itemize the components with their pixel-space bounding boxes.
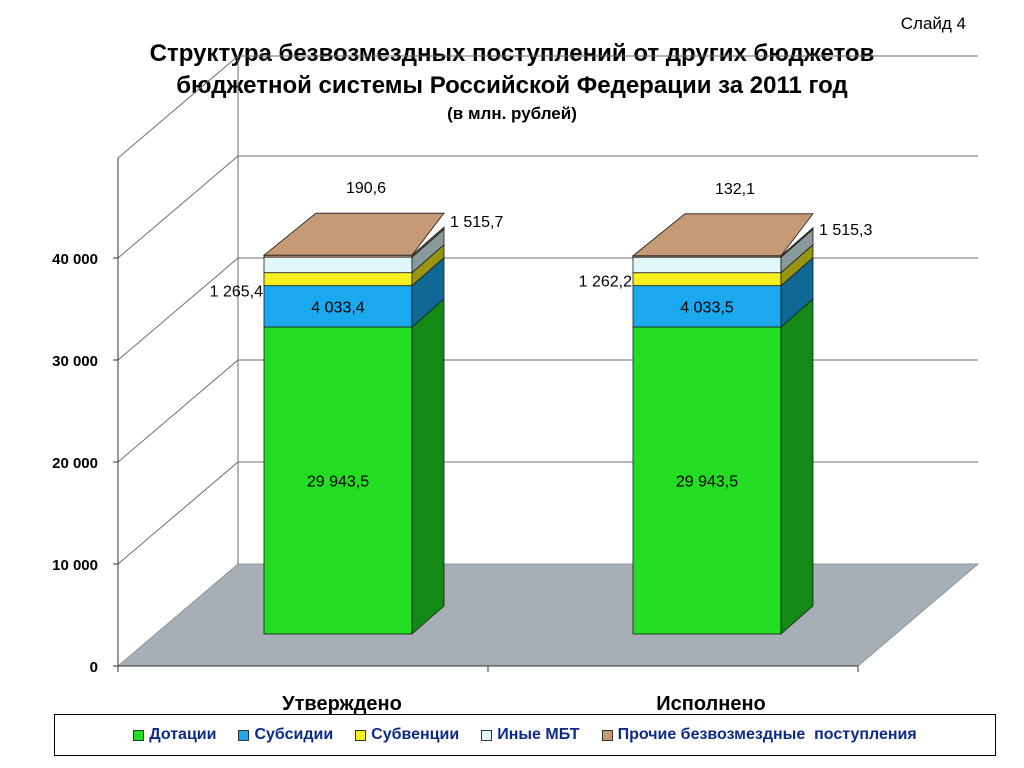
bar-segment-side [411,226,445,259]
legend-swatch [355,729,367,741]
data-label: 190,6 [346,180,386,197]
bar-segment-top [631,213,814,257]
legend-label: Прочие безвозмездные поступления [617,726,917,743]
chart-title: Структура безвозмездных поступлений от д… [0,38,1024,102]
bar-segment-top [262,212,445,256]
gridline-side [117,359,239,463]
y-tick-label: 10 000 [52,557,98,574]
data-label: 1 262,2 [579,274,632,291]
data-label: 4 033,5 [680,299,733,316]
legend-item: Иные МБТ [481,726,580,744]
chart-legend: Дотации Субсидии Субвенции Иные МБТ Прочие б… [54,714,996,756]
y-tick-label: 0 [90,659,98,676]
chart-floor [116,563,980,667]
legend-swatch [601,729,613,741]
x-category-label: Утверждено [282,693,402,715]
chart-title-line-1: Структура безвозмездных поступлений от д… [149,40,875,67]
data-label: 1 265,4 [210,284,263,301]
bar-segment-front [263,256,413,274]
gridline-side [117,155,239,259]
data-label: 1 515,3 [819,222,872,239]
bar-segment-front [263,326,413,635]
legend-label: Субсидии [254,726,334,743]
legend-swatch [481,729,493,741]
y-tick-label: 20 000 [52,455,98,472]
legend-item: Дотации [133,726,216,744]
legend-swatch [238,729,250,741]
bar-segment-front [632,285,782,328]
slide-number: Слайд 4 [900,14,966,33]
bar-segment-front [632,326,782,635]
data-label: 1 515,7 [450,214,503,231]
data-label: 29 943,5 [307,474,369,491]
gridline-side [117,461,239,565]
y-tick-label: 40 000 [52,251,98,268]
data-label: 132,1 [715,181,755,198]
legend-item: Субсидии [238,726,333,744]
legend-item: Прочие безвозмездные поступления [601,726,917,744]
legend-label: Дотации [149,726,217,743]
bar-segment-side [780,298,814,635]
gridline-side [117,55,239,159]
chart-title-line-2: бюджетной системы Российской Федерации з… [176,72,848,99]
data-label: 4 033,4 [311,299,364,316]
bar-segment-side [780,226,814,259]
gridline-side [117,257,239,361]
legend-swatch [133,729,145,741]
chart-subtitle: (в млн. рублей) [447,104,577,123]
y-tick-label: 30 000 [52,353,98,370]
bar-segment-front [632,256,782,274]
legend-label: Субвенции [371,726,460,743]
data-label: 29 943,5 [676,474,738,491]
bar-segment-front [632,272,782,287]
bar-segment-front [263,272,413,287]
x-category-label: Исполнено [656,693,766,715]
legend-item: Субвенции [355,726,459,744]
legend-label: Иные МБТ [497,726,580,743]
bar-segment-side [411,298,445,635]
